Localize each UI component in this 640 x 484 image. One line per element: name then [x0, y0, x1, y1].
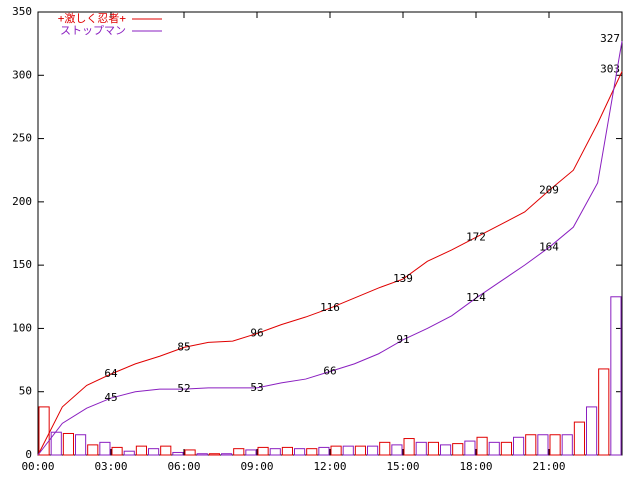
data-label: 303 — [600, 62, 620, 75]
y-tick-label: 300 — [12, 68, 32, 81]
bar — [123, 450, 135, 456]
bar — [537, 434, 549, 456]
bar — [354, 445, 367, 456]
bar — [184, 449, 196, 456]
y-tick-label: 100 — [12, 321, 32, 334]
bar — [561, 434, 573, 456]
bar — [245, 449, 257, 456]
bar — [452, 443, 464, 456]
bar — [367, 445, 379, 456]
data-label: 116 — [320, 301, 340, 314]
bar — [75, 434, 87, 456]
bar — [586, 406, 598, 456]
bar — [87, 444, 99, 456]
legend-label: ストップマン — [60, 24, 126, 37]
bar — [172, 451, 184, 456]
x-tick-label: 21:00 — [532, 460, 565, 473]
bar — [318, 446, 330, 456]
bar — [208, 453, 220, 456]
x-tick-label: 09:00 — [240, 460, 273, 473]
data-label: 52 — [177, 382, 190, 395]
bar — [330, 445, 342, 456]
bar — [306, 448, 318, 456]
bar — [610, 296, 622, 456]
data-label: 96 — [250, 326, 263, 339]
bar — [233, 448, 245, 456]
data-label: 209 — [539, 183, 559, 196]
y-tick-label: 200 — [12, 195, 32, 208]
bar — [257, 446, 269, 456]
bar — [513, 436, 525, 456]
line — [37, 41, 623, 456]
y-tick-label: 350 — [12, 5, 32, 18]
bar — [573, 421, 585, 456]
bar — [342, 445, 354, 456]
x-tick-label: 12:00 — [313, 460, 346, 473]
data-label: 172 — [466, 230, 486, 243]
x-tick-label: 15:00 — [386, 460, 419, 473]
bar — [500, 441, 513, 456]
data-label: 124 — [466, 291, 486, 304]
data-label: 64 — [104, 367, 118, 380]
data-label: 66 — [323, 364, 336, 377]
plot-frame — [37, 11, 623, 456]
data-label: 139 — [393, 272, 413, 285]
bar — [440, 444, 452, 456]
bar — [427, 441, 440, 456]
bar — [415, 441, 427, 456]
data-label: 91 — [396, 333, 409, 346]
bar — [221, 453, 233, 456]
data-label: 85 — [177, 340, 190, 353]
legend-label: +激しく忍者+ — [58, 11, 127, 25]
data-label: 327 — [600, 32, 620, 45]
bar — [464, 440, 476, 456]
bar — [379, 441, 391, 456]
bar — [148, 448, 160, 456]
bar — [598, 368, 610, 456]
bar — [135, 445, 147, 456]
x-tick-label: 18:00 — [459, 460, 492, 473]
x-tick-label: 03:00 — [94, 460, 127, 473]
bar — [294, 448, 306, 456]
y-tick-label: 50 — [19, 385, 32, 398]
data-label: 164 — [539, 240, 559, 253]
y-tick-label: 0 — [25, 448, 32, 461]
y-tick-label: 150 — [12, 258, 32, 271]
bar — [403, 438, 415, 456]
bar — [50, 431, 62, 456]
y-tick-label: 250 — [12, 132, 32, 145]
bar — [549, 434, 561, 456]
bar — [525, 434, 537, 456]
bar — [269, 448, 281, 456]
bar — [99, 441, 111, 456]
bar — [62, 432, 74, 456]
data-label: 53 — [250, 381, 263, 394]
bar — [281, 446, 294, 456]
bar — [111, 446, 123, 456]
bar — [38, 406, 50, 456]
bar — [196, 453, 208, 456]
x-tick-label: 06:00 — [167, 460, 200, 473]
x-tick-label: 00:00 — [21, 460, 54, 473]
bar — [476, 436, 488, 456]
bar — [160, 445, 172, 456]
line — [37, 71, 623, 456]
bar — [488, 441, 500, 456]
data-label: 45 — [104, 391, 117, 404]
bar — [391, 444, 403, 456]
